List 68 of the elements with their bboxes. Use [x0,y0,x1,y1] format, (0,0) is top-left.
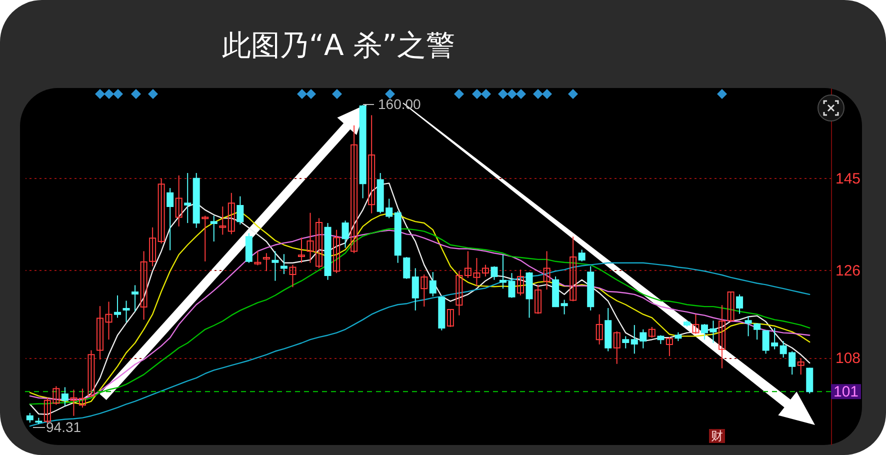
candlestick [158,178,165,244]
candlestick [262,252,270,272]
candlestick [122,300,130,323]
candlestick [298,237,305,264]
candlestick [368,114,376,214]
candlestick [797,358,804,376]
candlestick [105,301,112,340]
candlestick [70,389,78,416]
candlestick [114,294,122,318]
y-tick-label: 126 [836,262,861,280]
candlestick [499,254,506,290]
candlestick [700,324,708,340]
candlestick [490,266,498,280]
candlestick [596,314,603,345]
candlestick [403,256,410,280]
candlestick [429,272,436,297]
y-tick-label: 145 [836,170,861,188]
candlestick [727,291,734,323]
candlestick [744,316,752,337]
candlestick [184,172,192,224]
candlestick [210,215,218,242]
annotation: 财 [709,429,725,443]
candlestick [280,254,288,275]
candlestick [692,314,700,334]
candlestick [78,388,86,408]
annotation: 160.00 [378,96,421,112]
chart-title: 此图乃“A 杀”之警 [222,27,456,64]
candlestick [446,308,454,328]
candlestick [420,274,428,308]
candlestick [622,336,630,349]
y-tick-label: 108 [836,350,861,368]
candlestick [754,322,761,340]
candlestick [26,412,34,424]
candlestick [543,250,550,290]
candlestick [61,386,68,407]
candlestick [228,192,235,235]
candlestick [166,188,174,251]
candlestick [412,268,419,311]
candlestick [88,350,95,398]
annotation: 94.31 [46,419,82,435]
candlestick [613,330,620,364]
candlestick [710,320,717,344]
candlestick [534,284,542,314]
candlestick [350,124,358,254]
candlestick [806,367,814,394]
candlestick [219,206,226,236]
candlestick [718,304,726,369]
candlestick [96,306,104,360]
candlestick [570,236,577,302]
ref-line-label: 101 [833,384,859,401]
candlestick [132,284,139,312]
candlestick [517,269,524,296]
candlestick [289,264,296,288]
candlestick [272,250,279,282]
candlestick [175,174,182,227]
candlestick [736,294,744,314]
candlestick [648,326,656,338]
candlestick [333,229,340,274]
candlestick [456,270,463,316]
candlestick [342,220,349,248]
candlestick [578,249,586,262]
candlestick [254,250,262,266]
candlestick [236,196,244,225]
candlestick [666,336,673,357]
candlestick [482,264,489,277]
candlestick [508,272,516,298]
candlestick [202,215,209,262]
candlestick [560,299,568,315]
